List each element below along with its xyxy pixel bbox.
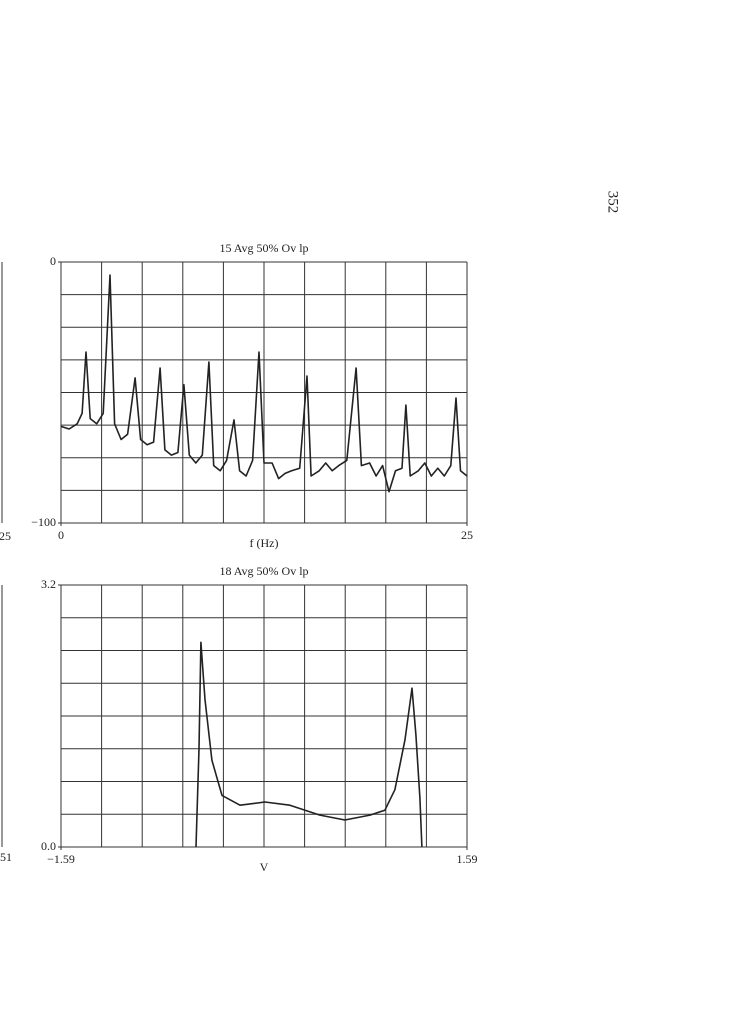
x-tick-label: −1.59: [47, 852, 75, 866]
cropped-label: 51: [0, 850, 12, 864]
chart-title: 15 Avg 50% Ov lp: [219, 241, 308, 255]
y-tick-label: −100: [31, 515, 56, 529]
x-tick-label: 0: [58, 528, 64, 542]
y-tick-label: 3.2: [41, 577, 56, 591]
x-axis-label: V: [260, 860, 269, 874]
y-tick-label: 0: [50, 254, 56, 268]
data-line: [195, 641, 423, 848]
page-number: 352: [605, 191, 621, 214]
cropped-label: 25: [0, 529, 11, 543]
x-tick-label: 25: [461, 528, 473, 542]
x-tick-label: 1.59: [457, 852, 478, 866]
y-tick-label: 0.0: [41, 839, 56, 853]
data-line: [60, 274, 468, 493]
x-axis-label: f (Hz): [250, 536, 279, 550]
chart-title: 18 Avg 50% Ov lp: [219, 564, 308, 578]
